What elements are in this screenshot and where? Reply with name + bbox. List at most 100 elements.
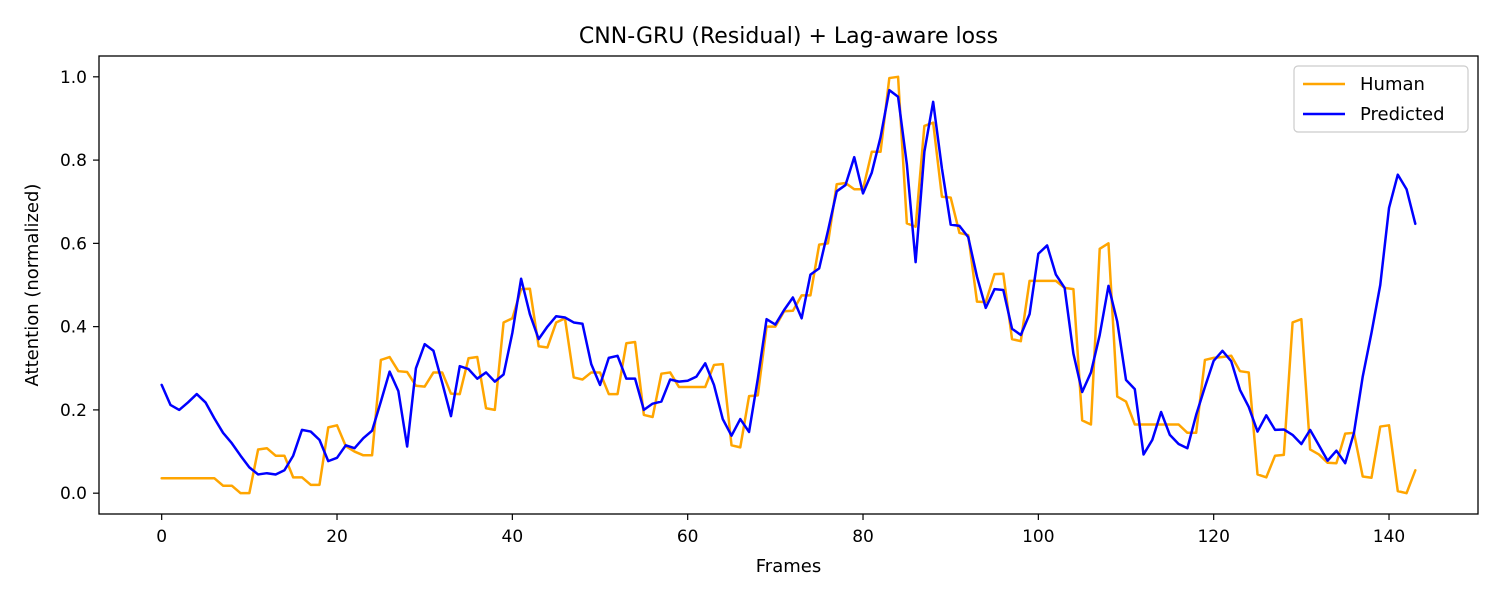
data-point-predicted: [783, 309, 785, 311]
series-layer: [160, 75, 1417, 495]
data-point-human: [1221, 356, 1223, 358]
data-point-predicted: [248, 466, 250, 468]
x-axis: 0 20 40 60 80 100 120 140: [156, 514, 1405, 547]
data-point-human: [511, 317, 513, 319]
data-point-predicted: [520, 278, 522, 280]
data-point-predicted: [503, 374, 505, 376]
data-point-human: [1370, 477, 1372, 479]
data-point-predicted: [1344, 462, 1346, 464]
data-point-human: [1055, 280, 1057, 282]
data-point-predicted: [1239, 389, 1241, 391]
data-point-predicted: [634, 378, 636, 380]
data-point-human: [704, 386, 706, 388]
data-point-predicted: [1011, 328, 1013, 330]
data-point-predicted: [389, 371, 391, 373]
data-point-human: [774, 326, 776, 328]
data-point-human: [1195, 432, 1197, 434]
data-point-human: [1151, 423, 1153, 425]
data-point-predicted: [757, 378, 759, 380]
data-point-predicted: [906, 163, 908, 165]
y-axis-title: Attention (normalized): [22, 184, 43, 387]
data-point-human: [187, 477, 189, 479]
series-line-human: [160, 75, 1417, 495]
data-point-predicted: [932, 101, 934, 103]
data-point-predicted: [187, 401, 189, 403]
data-point-human: [950, 197, 952, 199]
data-point-human: [757, 394, 759, 396]
data-point-human: [809, 294, 811, 296]
data-point-predicted: [599, 384, 601, 386]
x-tick-label: 40: [502, 527, 524, 547]
data-point-human: [599, 371, 601, 373]
legend-human-label: Human: [1360, 74, 1425, 95]
data-point-human: [318, 484, 320, 486]
data-point-predicted: [1318, 444, 1320, 446]
data-point-predicted: [853, 156, 855, 158]
data-point-predicted: [888, 89, 890, 91]
y-tick-label: 0.6: [60, 234, 87, 254]
data-point-human: [485, 407, 487, 409]
y-tick-label: 0.4: [60, 318, 87, 338]
y-tick-label: 1.0: [60, 68, 87, 88]
data-point-human: [169, 477, 171, 479]
data-point-predicted: [476, 378, 478, 380]
data-point-predicted: [801, 317, 803, 319]
data-point-predicted: [1046, 244, 1048, 246]
data-point-human: [669, 371, 671, 373]
data-point-human: [1406, 492, 1408, 494]
data-point-human: [739, 446, 741, 448]
data-point-human: [695, 386, 697, 388]
data-point-human: [494, 409, 496, 411]
data-point-human: [836, 183, 838, 185]
data-point-human: [161, 477, 163, 479]
data-point-human: [1099, 248, 1101, 250]
data-point-predicted: [897, 96, 899, 98]
data-point-predicted: [1064, 287, 1066, 289]
data-point-human: [801, 294, 803, 296]
data-point-human: [1090, 423, 1092, 425]
data-point-predicted: [529, 313, 531, 315]
data-point-predicted: [608, 357, 610, 359]
data-point-human: [1362, 476, 1364, 478]
data-point-predicted: [1213, 360, 1215, 362]
data-point-predicted: [950, 224, 952, 226]
data-point-human: [397, 370, 399, 372]
data-point-human: [301, 476, 303, 478]
y-axis: 0.0 0.2 0.4 0.6 0.8 1.0: [60, 68, 99, 504]
data-point-predicted: [459, 365, 461, 367]
data-point-predicted: [161, 384, 163, 386]
data-point-human: [1274, 455, 1276, 457]
data-point-human: [538, 345, 540, 347]
data-point-predicted: [880, 136, 882, 138]
data-point-predicted: [292, 455, 294, 457]
data-point-human: [555, 321, 557, 323]
chart-title: CNN-GRU (Residual) + Lag-aware loss: [579, 24, 998, 49]
data-point-predicted: [827, 230, 829, 232]
data-point-human: [205, 477, 207, 479]
data-point-human: [1335, 462, 1337, 464]
data-point-predicted: [994, 288, 996, 290]
data-point-predicted: [485, 371, 487, 373]
data-point-predicted: [915, 261, 917, 263]
data-point-predicted: [1265, 414, 1267, 416]
data-point-human: [292, 476, 294, 478]
data-point-predicted: [1143, 453, 1145, 455]
data-point-predicted: [792, 296, 794, 298]
data-point-human: [871, 151, 873, 153]
data-point-predicted: [494, 381, 496, 383]
data-point-human: [222, 485, 224, 487]
data-point-human: [818, 244, 820, 246]
data-point-predicted: [1362, 376, 1364, 378]
data-point-predicted: [318, 439, 320, 441]
data-point-predicted: [1204, 386, 1206, 388]
data-point-human: [389, 356, 391, 358]
data-point-human: [853, 188, 855, 190]
data-point-human: [1283, 454, 1285, 456]
data-point-human: [590, 371, 592, 373]
data-point-human: [748, 395, 750, 397]
data-point-human: [1344, 433, 1346, 435]
data-point-predicted: [231, 442, 233, 444]
data-point-human: [923, 125, 925, 127]
data-point-predicted: [1151, 439, 1153, 441]
